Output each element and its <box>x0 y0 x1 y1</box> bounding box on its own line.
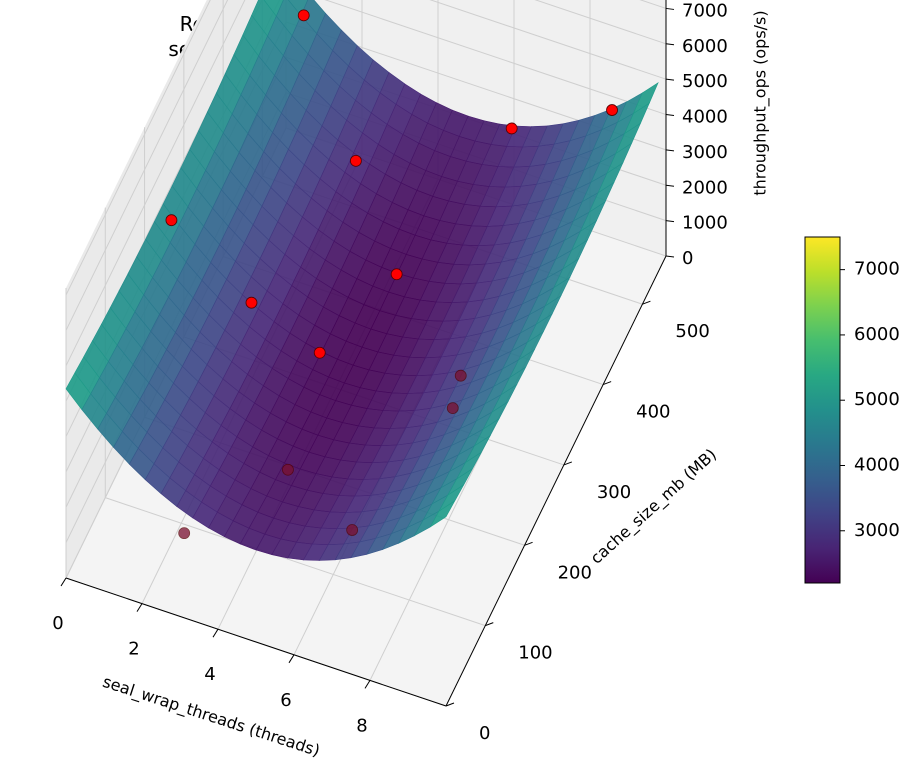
grid-z-back <box>429 0 667 80</box>
z-tick-mark <box>665 7 675 10</box>
data-point-1 <box>505 122 518 135</box>
data-point-9 <box>454 369 467 382</box>
grid-z-back <box>534 0 667 45</box>
y-tick-mark <box>524 541 533 546</box>
colorbar-gradient <box>804 236 841 584</box>
x-tick-label-4: 8 <box>356 715 367 736</box>
grid-z-back <box>324 0 667 116</box>
y-tick-label-0: 0 <box>479 723 490 744</box>
z-tick-mark <box>665 255 675 258</box>
data-point-6 <box>390 268 403 281</box>
z-tick-mark <box>665 220 675 223</box>
data-point-4 <box>606 104 618 116</box>
colorbar-tick-label-0: 3000 <box>854 520 900 541</box>
y-tick-label-3: 300 <box>597 482 631 503</box>
y-tick-label-2: 200 <box>558 562 592 583</box>
z-tick-label-6: 6000 <box>682 36 728 57</box>
colorbar-tick-label-3: 6000 <box>854 324 900 345</box>
y-tick-mark <box>485 622 494 627</box>
y-axis-line <box>445 255 667 707</box>
z-tick-label-3: 3000 <box>682 142 728 163</box>
y-tick-mark <box>445 702 455 707</box>
data-point-10 <box>446 402 459 415</box>
colorbar: 3000 4000 5000 6000 7000 <box>804 236 900 584</box>
x-axis-label: seal_wrap_threads (threads) <box>100 672 322 761</box>
z-tick-label-4: 4000 <box>682 107 728 128</box>
z-tick-mark <box>665 43 675 46</box>
z-tick-label-5: 5000 <box>682 71 728 92</box>
y-tick-label-1: 100 <box>518 643 552 664</box>
colorbar-tick-label-1: 4000 <box>854 454 900 475</box>
x-tick-mark <box>288 654 295 664</box>
colorbar-tick-label-2: 5000 <box>854 389 900 410</box>
x-tick-label-0: 0 <box>52 613 63 634</box>
z-tick-mark <box>665 78 675 81</box>
data-point-13 <box>346 524 359 536</box>
x-tick-mark <box>212 628 219 638</box>
data-point-5 <box>349 154 362 167</box>
data-points <box>165 9 618 540</box>
colorbar-tick-label-4: 7000 <box>854 259 900 280</box>
x-tick-mark <box>136 603 143 612</box>
x-tick-mark <box>364 680 371 689</box>
data-point-3 <box>165 214 178 227</box>
z-tick-mark <box>665 184 675 187</box>
y-tick-mark <box>602 381 612 386</box>
grid-z-left <box>65 0 211 296</box>
surface-patch <box>429 500 456 528</box>
grid-z-left <box>65 0 246 367</box>
x-tick-label-3: 6 <box>280 690 291 711</box>
x-axis-line <box>65 577 447 707</box>
x-tick-mark <box>60 577 67 587</box>
grid-z-left <box>65 0 229 331</box>
y-tick-label-5: 500 <box>675 321 709 342</box>
x-tick-label-2: 4 <box>204 664 215 685</box>
x-tick-label-1: 2 <box>128 639 139 660</box>
data-point-7 <box>245 296 258 309</box>
grid-y-floor <box>105 497 486 627</box>
z-tick-label-0: 0 <box>682 248 693 269</box>
data-point-12 <box>178 527 191 540</box>
z-tick-label-1: 1000 <box>682 213 728 234</box>
data-point-2 <box>297 9 310 22</box>
y-tick-mark <box>642 300 651 305</box>
z-tick-label-2: 2000 <box>682 177 728 198</box>
z-axis-label: throughput_ops (ops/s) <box>751 10 771 195</box>
data-point-8 <box>313 346 326 359</box>
response-surface <box>65 0 659 561</box>
y-axis-label: cache_size_mb (MB) <box>587 445 721 569</box>
y-tick-mark <box>563 461 573 466</box>
z-tick-mark <box>665 114 675 117</box>
z-tick-mark <box>665 149 675 152</box>
z-tick-label-7: 7000 <box>682 0 728 21</box>
y-tick-label-4: 400 <box>636 402 670 423</box>
data-point-11 <box>282 463 294 476</box>
